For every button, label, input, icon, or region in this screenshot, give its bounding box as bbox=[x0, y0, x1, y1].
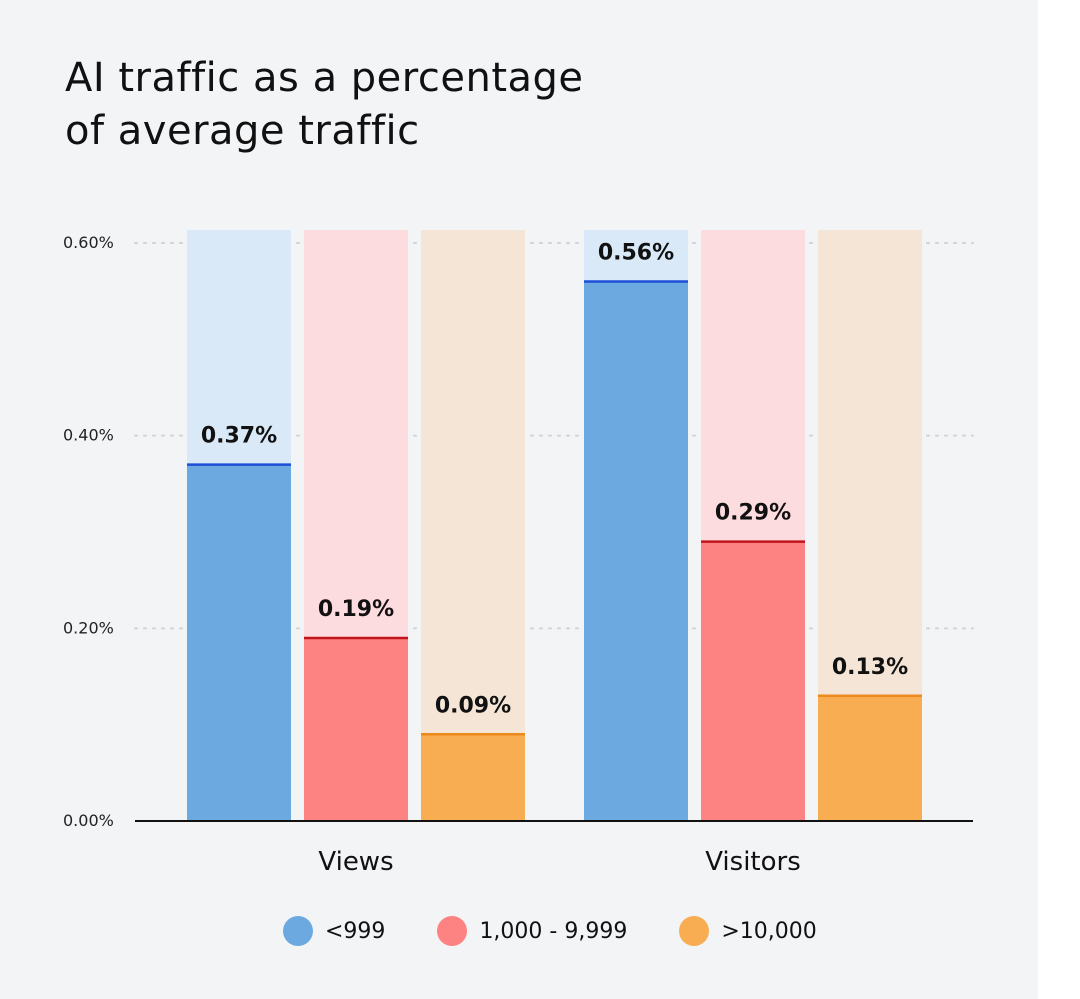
bar-backgrounds bbox=[187, 230, 922, 821]
category-labels: Views Visitors bbox=[318, 847, 800, 877]
chart-title: AI traffic as a percentage of average tr… bbox=[65, 55, 584, 154]
y-tick-label: 0.20% bbox=[63, 618, 114, 637]
bar-value-label: 0.29% bbox=[715, 501, 791, 526]
category-label: Views bbox=[318, 847, 393, 877]
legend-label: 1,000 - 9,999 bbox=[479, 918, 628, 944]
bar bbox=[304, 637, 408, 821]
legend-swatch bbox=[283, 916, 313, 946]
bar bbox=[421, 734, 525, 821]
bar bbox=[187, 464, 291, 821]
y-tick-label: 0.40% bbox=[63, 426, 114, 445]
bars bbox=[187, 280, 922, 821]
bar bbox=[818, 695, 922, 821]
bar-value-label: 0.56% bbox=[598, 241, 674, 266]
legend-label: >10,000 bbox=[721, 918, 817, 944]
bar-value-labels: 0.37% 0.19% 0.09% 0.56% 0.29% 0.13% bbox=[201, 241, 908, 719]
y-tick-label: 0.60% bbox=[63, 233, 114, 252]
legend-item: >10,000 bbox=[679, 916, 817, 946]
category-label: Visitors bbox=[705, 847, 801, 877]
legend-swatch bbox=[437, 916, 468, 946]
bar-value-label: 0.13% bbox=[832, 655, 908, 680]
bar bbox=[584, 281, 688, 821]
legend: <999 1,000 - 9,999 >10,000 bbox=[283, 916, 817, 946]
legend-label: <999 bbox=[325, 918, 386, 944]
legend-swatch bbox=[679, 916, 710, 946]
y-axis-ticks: 0.00% 0.20% 0.40% 0.60% bbox=[63, 233, 114, 830]
bar-value-label: 0.19% bbox=[318, 597, 394, 622]
bar-value-label: 0.09% bbox=[435, 693, 511, 718]
y-tick-label: 0.00% bbox=[63, 811, 114, 830]
bar-background bbox=[421, 230, 525, 821]
legend-item: 1,000 - 9,999 bbox=[437, 916, 627, 946]
legend-item: <999 bbox=[283, 916, 385, 946]
bar bbox=[701, 541, 805, 821]
bar-value-label: 0.37% bbox=[201, 424, 277, 449]
